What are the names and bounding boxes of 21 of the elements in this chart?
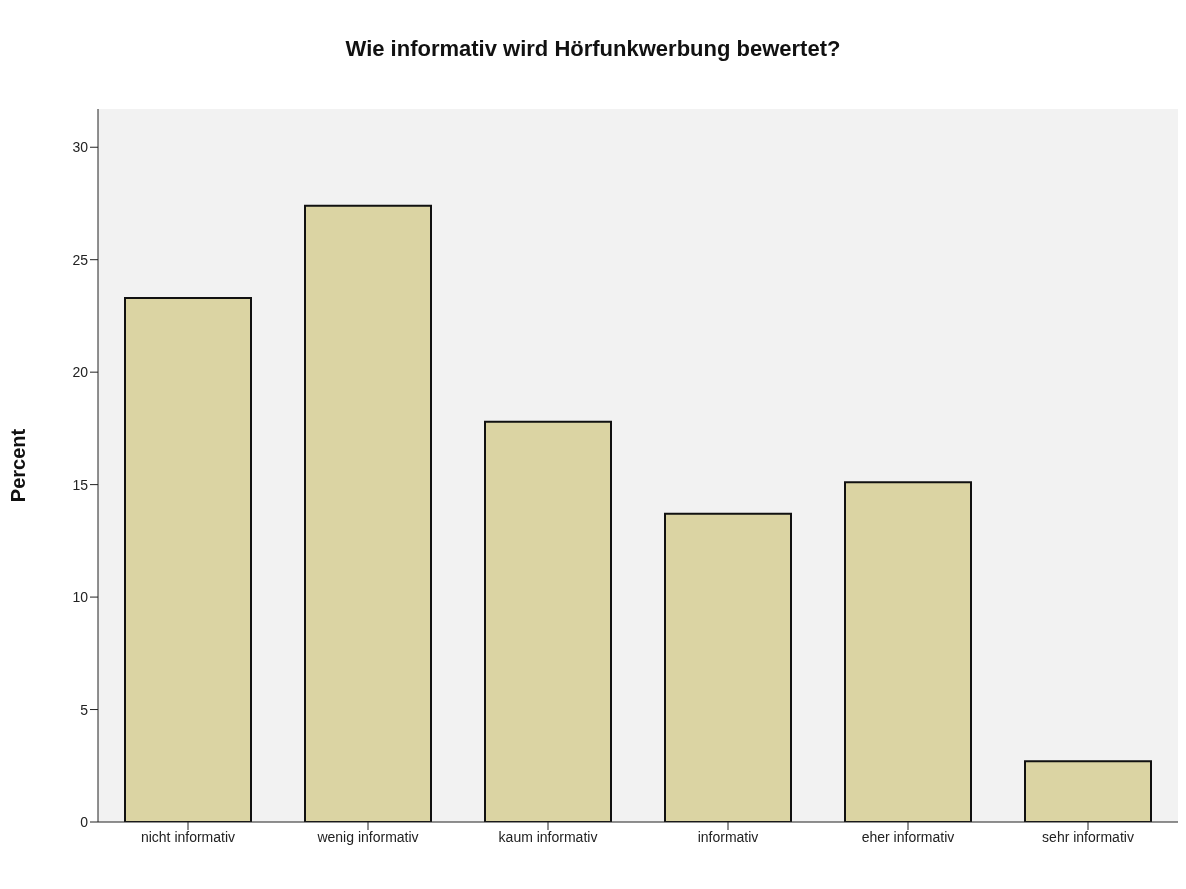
y-tick-label: 15 <box>72 476 89 493</box>
y-tick-label: 20 <box>72 364 89 381</box>
x-tick-label: sehr informativ <box>1042 828 1134 845</box>
y-tick-label: 25 <box>72 251 89 268</box>
bar <box>844 481 972 822</box>
x-tick-label: eher informativ <box>861 828 955 845</box>
y-axis-title: Percent <box>7 428 30 503</box>
bar <box>484 420 612 822</box>
chart-title: Wie informativ wird Hörfunkwerbung bewertet? <box>344 36 842 62</box>
bar <box>1024 760 1152 822</box>
x-tick-label: kaum informativ <box>498 828 598 845</box>
x-tick-label: nicht informativ <box>140 828 236 845</box>
bar <box>304 204 432 822</box>
bar <box>664 512 792 822</box>
x-tick-label: informativ <box>697 828 759 845</box>
y-tick-label: 5 <box>80 701 89 718</box>
y-tick-label: 30 <box>72 139 89 156</box>
x-tick-label: wenig informativ <box>316 828 419 845</box>
y-tick-label: 0 <box>80 813 89 830</box>
y-tick-label: 10 <box>72 589 89 606</box>
bar <box>124 296 252 822</box>
